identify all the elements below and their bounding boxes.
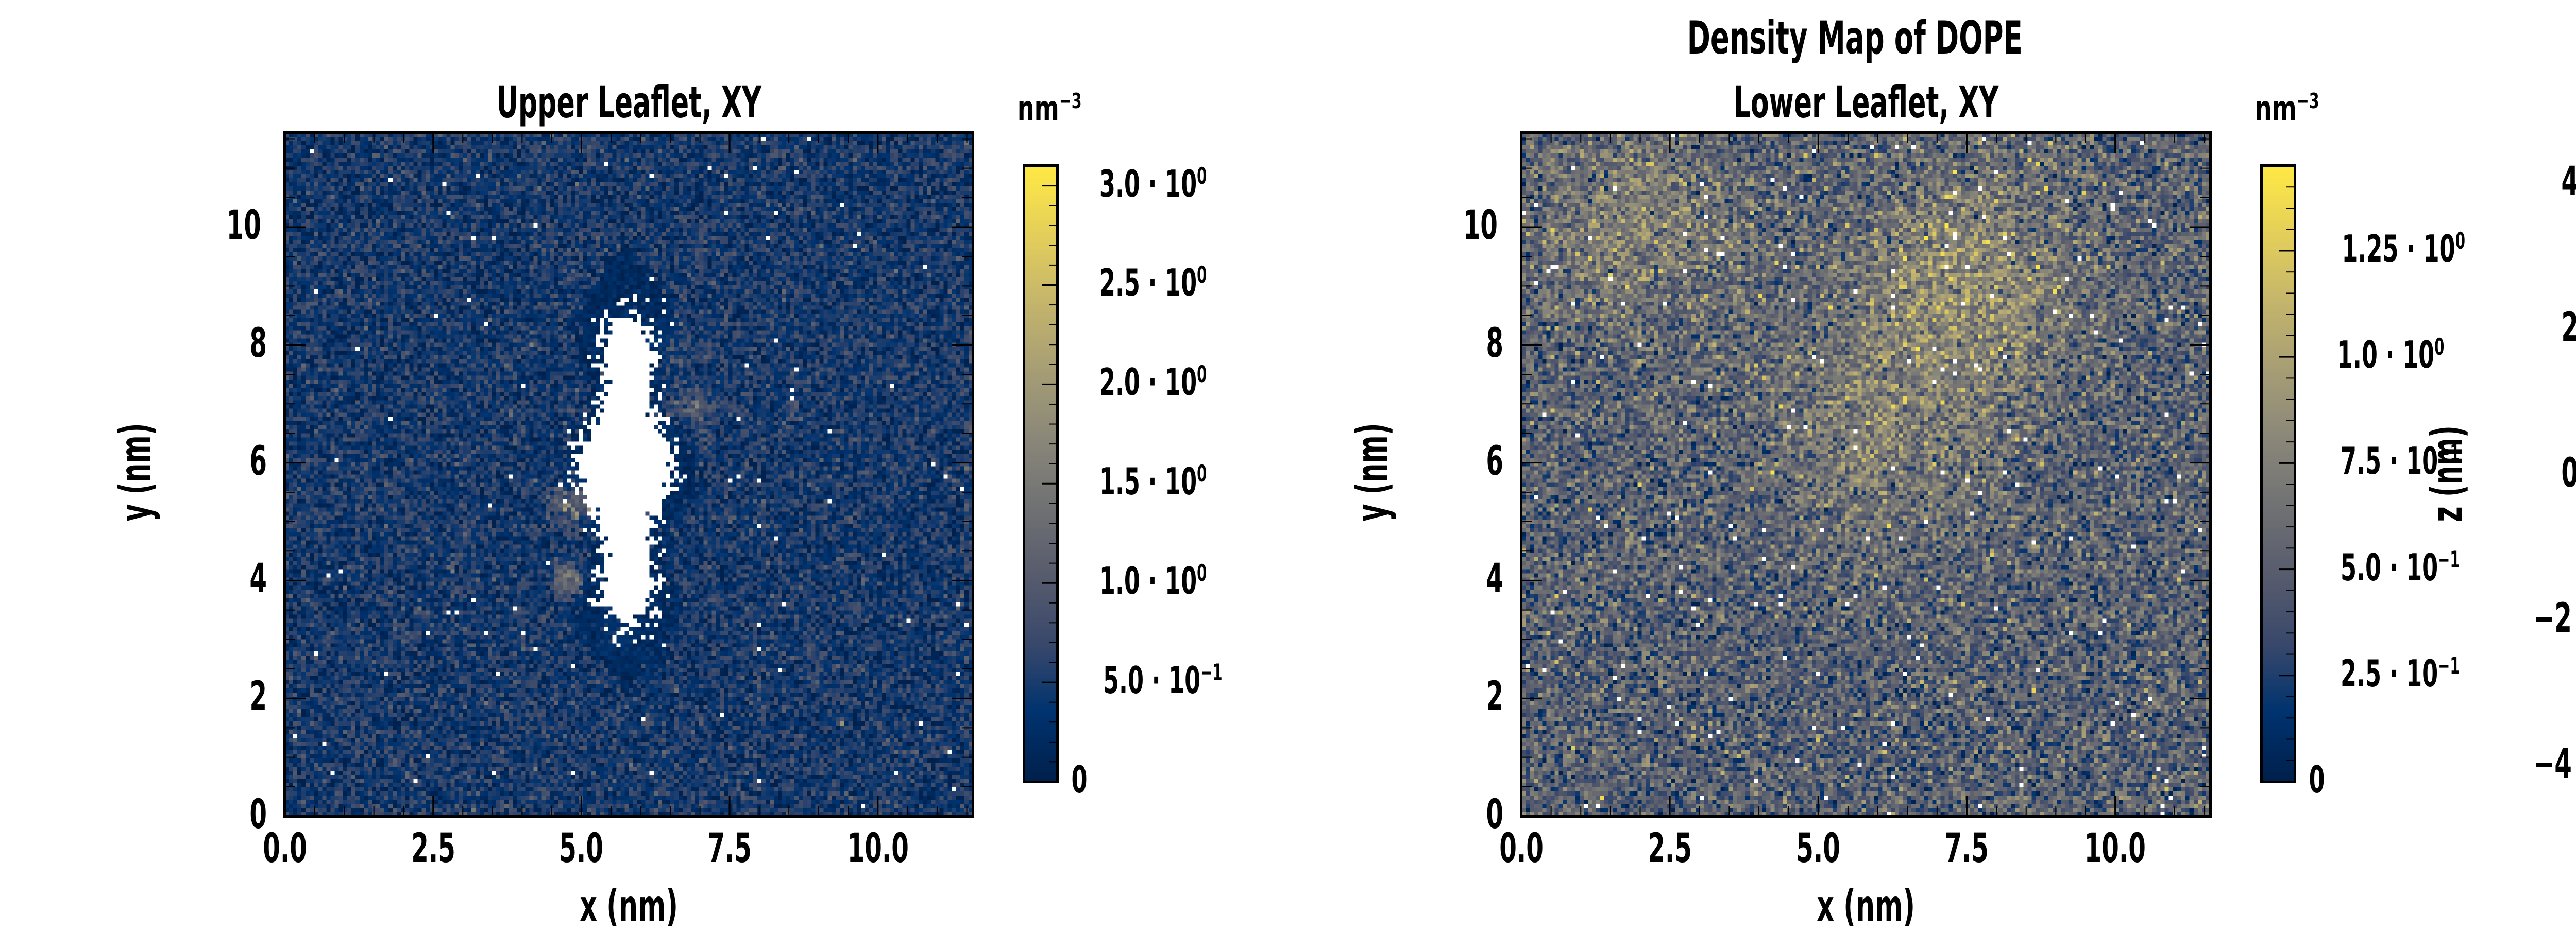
x-tick-label: 2.5 [411,825,455,872]
x-tick-label: 0.0 [1499,825,1544,872]
figure-suptitle: Density Map of DOPE [1687,11,2023,64]
colorbar-tick-label: 1.25 · 100 [2342,227,2465,270]
x-tick-label: 5.0 [1796,825,1841,872]
colorbar-tick-label: 5.0 · 10−1 [1103,659,1223,702]
x-axis-label-lower: x (nm) [1817,881,1915,931]
panel-title-upper: Upper Leaflet, XY [496,77,761,128]
colorbar-tick-label: 0 [1071,758,1088,801]
x-tick-label: 7.5 [707,825,752,872]
colorbar-unit-label: nm−3 [1017,89,1082,128]
y-axis-label-lower: y (nm) [1347,422,1397,521]
y-tick-label: 2 [249,674,267,720]
colorbar-tick-label: 5.0 · 10−1 [2341,545,2460,589]
x-tick-label: 7.5 [1944,825,1989,872]
x-axis-label-upper: x (nm) [580,881,678,931]
colorbar-tick-label: 2.0 · 100 [1099,360,1207,404]
colorbar-tick-label: 0 [2309,758,2325,801]
colorbar-tick-label: 1.5 · 100 [1099,460,1207,504]
colorbar-tick-label: 1.0 · 100 [2336,333,2445,377]
y-tick-label: 8 [249,320,267,367]
y-tick-label: 10 [227,202,262,249]
y-axis-label-transversal: z (nm) [2422,425,2472,522]
y-tick-label: 6 [1486,438,1503,485]
x-tick-label: 5.0 [559,825,604,872]
y-tick-label: 4 [2478,159,2576,205]
colorbar-tick-label: 3.0 · 100 [1099,162,1207,205]
heatmap-lower [1521,133,2210,816]
y-tick-label: 6 [249,438,267,485]
colorbar-frame-lower [2260,164,2296,783]
x-tick-label: 2.5 [1648,825,1692,872]
colorbar-tick-label: 2.5 · 10−1 [2341,651,2460,695]
y-tick-label: −2 [2534,595,2572,642]
axes-frame-lower [1520,131,2212,818]
y-tick-label: 4 [1486,556,1503,602]
y-tick-label: 2 [2478,304,2576,351]
x-tick-label: 10.0 [2084,825,2146,872]
y-tick-label: 0 [2478,450,2576,496]
colorbar-upper [1024,166,1057,782]
colorbar-unit-label: nm−3 [2255,89,2319,128]
y-tick-label: 8 [1486,320,1503,367]
axes-frame-upper [283,131,974,818]
x-tick-label: 10.0 [847,825,909,872]
y-tick-label: 0 [249,791,267,838]
y-axis-label-upper: y (nm) [110,422,161,521]
x-tick-label: 0 [2545,819,2576,865]
y-tick-label: 0 [1486,791,1503,838]
colorbar-tick-label: 7.5 · 10−1 [2341,439,2460,483]
colorbar-tick-label: 1.0 · 100 [1099,559,1207,603]
colorbar-lower [2262,166,2295,782]
y-tick-label: 10 [1463,202,1498,249]
heatmap-upper [285,133,973,816]
y-tick-label: 2 [1486,674,1503,720]
panel-title-lower: Lower Leaflet, XY [1733,77,1998,128]
colorbar-frame-upper [1023,164,1059,783]
x-tick-label: 0.0 [263,825,307,872]
y-tick-label: 4 [249,556,267,602]
colorbar-tick-label: 2.5 · 100 [1099,261,1207,305]
y-tick-label: −4 [2534,741,2572,788]
